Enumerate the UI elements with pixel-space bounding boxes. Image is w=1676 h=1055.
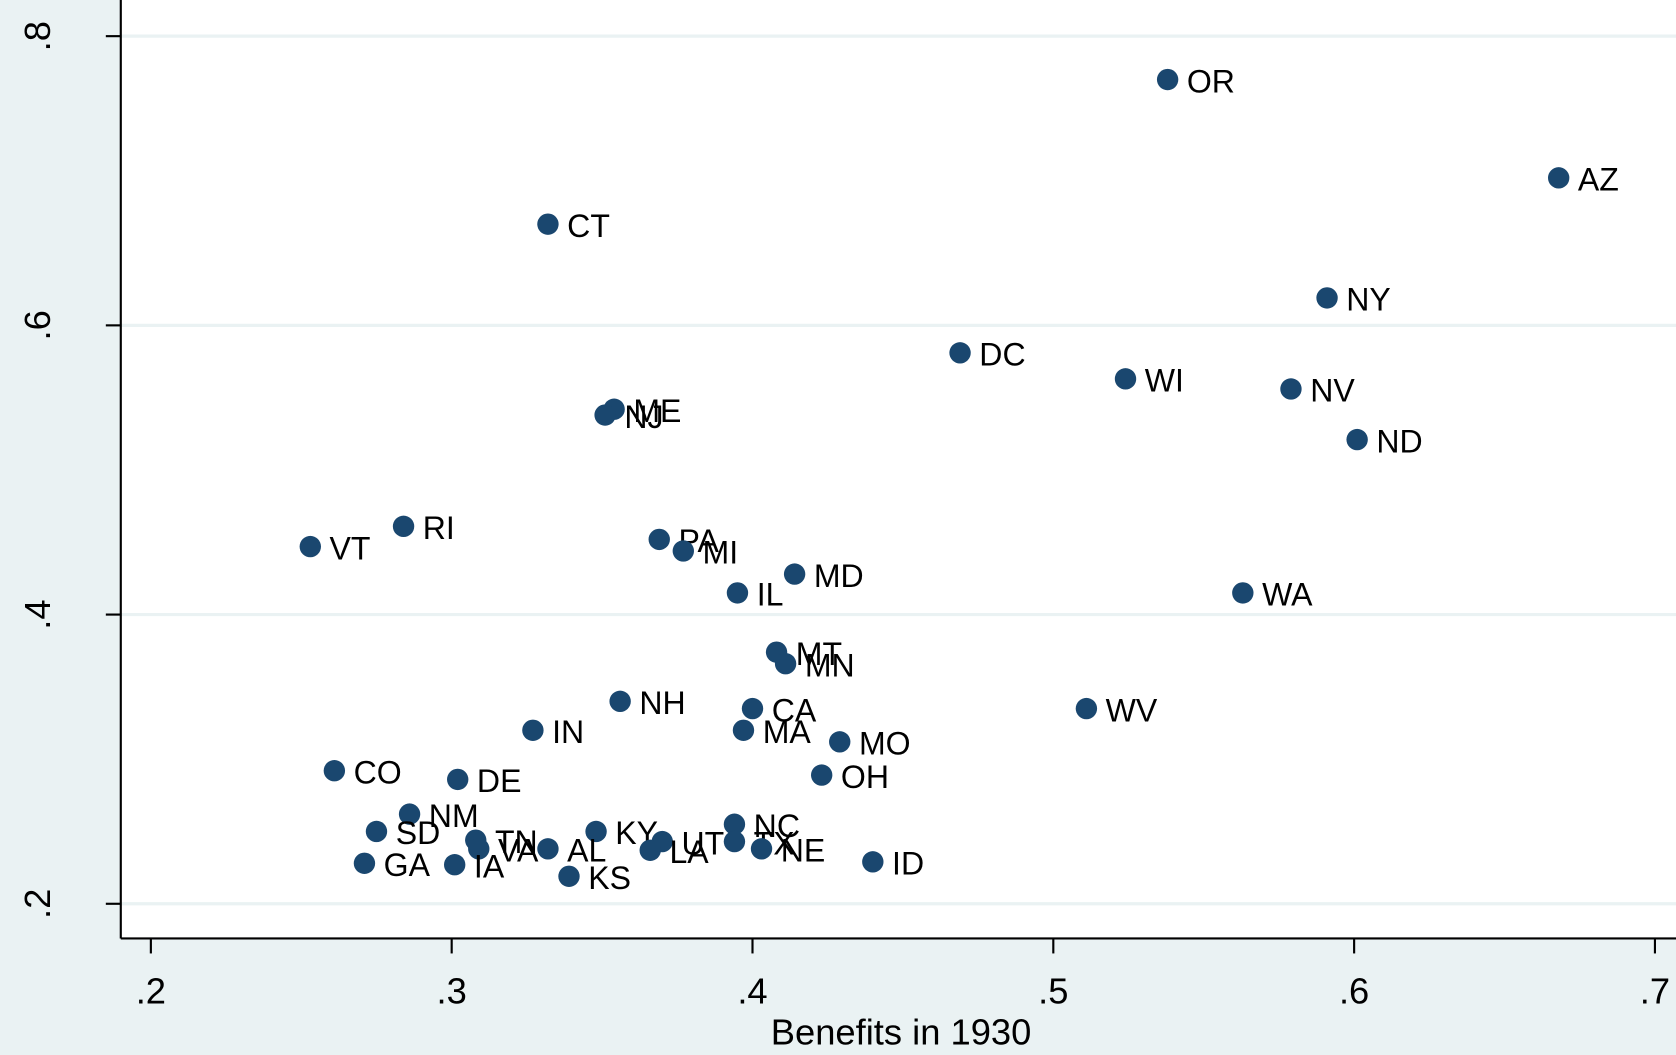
point-label: OR [1187, 63, 1235, 99]
point-label: MN [805, 647, 855, 683]
point-label: CT [567, 208, 610, 244]
point [323, 760, 346, 782]
x-tick-label: .3 [437, 971, 467, 1012]
point-label: NV [1310, 373, 1355, 409]
point [585, 820, 607, 843]
point-label: GA [384, 847, 431, 883]
point-label: WV [1106, 692, 1158, 728]
point [1346, 428, 1368, 451]
point-label: OH [841, 759, 889, 795]
point [443, 854, 466, 876]
plot-area [120, 0, 1676, 939]
point [468, 838, 490, 860]
point [537, 213, 559, 235]
point-label: NH [639, 685, 685, 721]
x-axis-title: Benefits in 1930 [771, 1011, 1032, 1052]
point [672, 540, 694, 562]
point [1280, 378, 1302, 400]
point-label: ID [892, 846, 924, 882]
point-label: MO [859, 726, 911, 762]
point [558, 865, 580, 887]
point-label: WA [1262, 577, 1313, 613]
point-label: UT [681, 825, 724, 861]
y-tick-label: .8 [17, 21, 58, 51]
point-label: IL [757, 577, 784, 613]
point [810, 764, 833, 786]
point [1232, 582, 1254, 604]
point-label: NY [1346, 282, 1391, 318]
point [723, 813, 746, 835]
point-label: TN [495, 824, 538, 860]
point-label: DC [979, 337, 1025, 373]
point-label: MI [703, 535, 739, 571]
x-tick-label: .5 [1038, 971, 1068, 1012]
point-label: IN [552, 714, 584, 750]
point [299, 535, 321, 558]
point [398, 803, 421, 825]
x-tick-label: .6 [1339, 971, 1369, 1012]
point [741, 697, 764, 720]
point-label: AL [567, 833, 606, 869]
point-label: AZ [1578, 162, 1619, 198]
x-tick-label: .7 [1640, 971, 1670, 1012]
point [1075, 697, 1098, 720]
point-label: RI [423, 510, 455, 546]
point [1547, 167, 1570, 189]
point-label: NE [781, 833, 826, 869]
point-label: VT [330, 530, 371, 566]
point-label: ME [633, 393, 681, 429]
point [774, 653, 797, 675]
point-label: MD [814, 558, 864, 594]
x-tick-label: .2 [136, 971, 166, 1012]
point-label: NC [754, 808, 800, 844]
point-label: CA [772, 692, 817, 728]
point [392, 515, 415, 538]
point-label: SD [396, 815, 441, 851]
point-label: IA [474, 848, 505, 884]
point-label: VA [498, 833, 539, 869]
y-tick-label: .4 [17, 599, 58, 629]
x-tick-label: .4 [737, 971, 767, 1012]
y-tick-label: .6 [17, 310, 58, 340]
point-label: MT [796, 636, 842, 672]
point [639, 839, 661, 861]
point-label: CO [354, 754, 402, 790]
point [1114, 368, 1137, 390]
point [522, 719, 544, 741]
y-tick-label: .2 [17, 889, 58, 919]
point [365, 820, 388, 843]
point [1156, 68, 1179, 91]
point [537, 838, 559, 860]
point [829, 731, 851, 753]
point-label: KS [588, 860, 631, 896]
point-label: DE [477, 763, 522, 799]
point [949, 342, 971, 364]
point [1316, 287, 1338, 309]
point-label: LA [669, 834, 709, 870]
point [750, 838, 773, 860]
point [594, 404, 616, 426]
point [648, 528, 670, 551]
point [726, 582, 749, 604]
point-label: NM [429, 798, 479, 834]
point-label: MA [763, 714, 812, 750]
point-label: NJ [624, 399, 663, 435]
point [783, 563, 806, 585]
point [353, 852, 376, 874]
point [862, 851, 884, 873]
point [447, 768, 469, 791]
point [609, 690, 631, 713]
point [723, 830, 746, 853]
point [732, 719, 755, 741]
point-label: ND [1376, 423, 1422, 459]
point-label: WI [1145, 363, 1184, 399]
